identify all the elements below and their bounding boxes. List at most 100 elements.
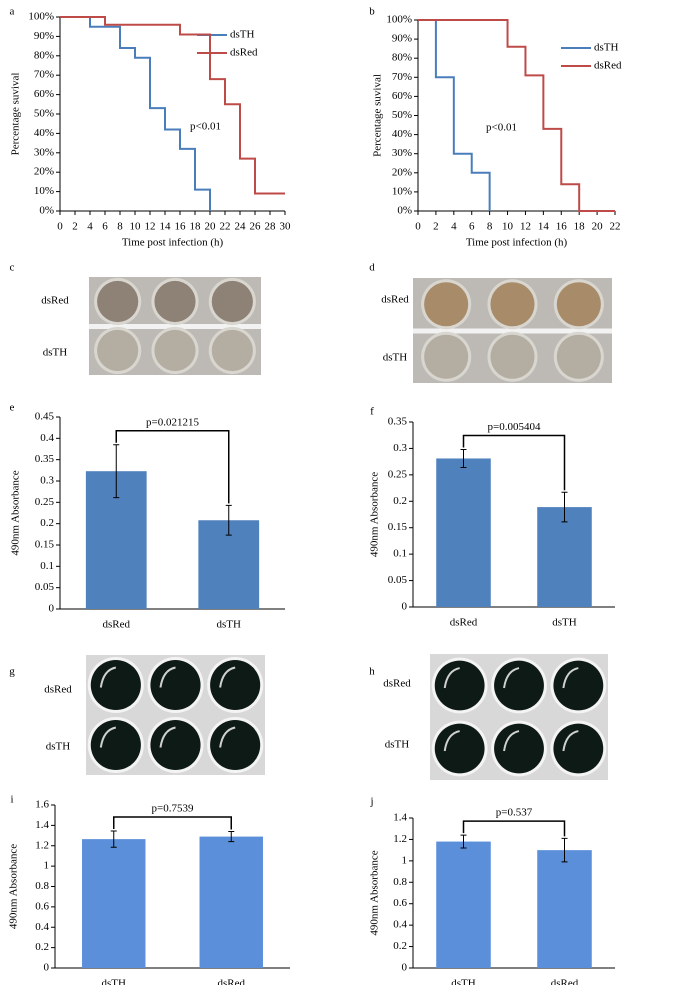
survival-line (60, 16, 285, 195)
well (97, 280, 139, 323)
well-reflection (159, 726, 176, 748)
x-tick-label: 2 (72, 221, 78, 233)
survival-line (418, 19, 615, 212)
y-tick-label: 10% (392, 185, 412, 197)
well (556, 282, 601, 327)
legend-label: dsRed (594, 60, 622, 72)
error-bar (460, 448, 467, 468)
row-label: dsRed (44, 684, 72, 696)
well-reflection (503, 730, 520, 752)
well-reflection (219, 726, 236, 748)
row-label: dsRed (381, 294, 409, 306)
y-tick-label: 0.2 (40, 517, 54, 529)
annotation: p=0.537 (496, 807, 533, 819)
photo-divider (89, 324, 261, 329)
y-tick-label: 0.1 (393, 548, 407, 560)
y-tick-label: 40% (34, 127, 54, 139)
y-tick-label: 1.4 (393, 812, 407, 824)
well (490, 334, 535, 379)
y-tick-label: 50% (34, 108, 54, 120)
x-tick-label: 16 (175, 221, 187, 233)
panel-letter: i (10, 794, 13, 806)
bar (436, 841, 491, 968)
well-reflection (159, 666, 176, 688)
y-tick-label: 60% (392, 90, 412, 102)
y-tick-label: 10% (34, 185, 54, 197)
x-tick-label: 0 (57, 221, 63, 233)
x-tick-label: dsTH (552, 617, 577, 629)
y-axis-title: Percentage suvival (10, 73, 22, 156)
significance-bracket (115, 429, 230, 504)
x-tick-label: dsRed (450, 617, 478, 629)
row-label: dsTH (383, 352, 408, 364)
bar (537, 850, 592, 968)
annotation: p=0.021215 (146, 416, 199, 428)
y-tick-label: 20% (392, 166, 412, 178)
y-tick-label: 40% (392, 128, 412, 140)
well (154, 280, 196, 323)
y-tick-label: 0.1 (40, 560, 54, 572)
x-tick-label: 20 (592, 221, 604, 233)
y-tick-label: 1.2 (393, 833, 407, 845)
panel-letter: h (369, 666, 375, 678)
y-tick-label: 1 (44, 860, 50, 872)
x-tick-label: 22 (220, 221, 231, 233)
well (154, 329, 196, 372)
error-bar (228, 830, 235, 843)
y-tick-label: 30% (34, 146, 54, 158)
y-tick-label: 0.6 (35, 900, 49, 912)
y-tick-label: 0.4 (35, 921, 49, 933)
y-tick-label: 30% (392, 147, 412, 159)
well-reflection (99, 666, 117, 688)
y-tick-label: 0.4 (40, 432, 54, 444)
legend-label: dsTH (230, 29, 255, 41)
y-tick-label: 0.35 (35, 453, 55, 465)
well-reflection (219, 666, 236, 688)
x-tick-label: dsRed (103, 619, 131, 631)
panel-letter: j (369, 796, 373, 808)
annotation: p=0.7539 (152, 803, 194, 815)
panel-letter: e (10, 402, 15, 414)
x-tick-label: 6 (102, 221, 108, 233)
x-tick-label: 18 (190, 221, 202, 233)
x-tick-label: 30 (280, 221, 292, 233)
y-axis-title: 490nm Absorbance (8, 844, 20, 929)
y-tick-label: 20% (34, 166, 54, 178)
y-tick-label: 1.2 (35, 839, 49, 851)
well-reflection (562, 730, 579, 752)
y-tick-label: 60% (34, 88, 54, 100)
well-reflection (99, 726, 117, 748)
y-tick-label: 0 (402, 601, 408, 613)
row-label: dsTH (46, 741, 71, 753)
x-tick-label: 0 (415, 221, 421, 233)
y-tick-label: 70% (392, 71, 412, 83)
well (434, 660, 485, 711)
error-bar (113, 444, 120, 499)
error-bar (225, 504, 232, 536)
error-bar (110, 830, 117, 848)
x-tick-label: 24 (235, 221, 247, 233)
well (210, 719, 261, 771)
y-tick-label: 0 (402, 962, 408, 974)
well (434, 723, 485, 774)
well (210, 659, 261, 711)
y-tick-label: 100% (28, 11, 54, 23)
y-tick-label: 90% (392, 33, 412, 45)
x-tick-label: 2 (433, 221, 439, 233)
photo-divider (413, 328, 612, 334)
x-tick-label: 12 (145, 221, 156, 233)
well-reflection (443, 730, 460, 752)
y-tick-label: 1.4 (35, 819, 49, 831)
error-bar (561, 491, 568, 523)
x-tick-label: 8 (487, 221, 493, 233)
y-tick-label: 100% (386, 14, 412, 26)
well (556, 334, 601, 379)
row-label: dsRed (383, 678, 411, 690)
y-axis-title: 490nm Absorbance (369, 472, 381, 557)
annotation: p<0.01 (486, 122, 517, 134)
well (150, 659, 201, 711)
x-tick-label: 10 (130, 221, 142, 233)
x-tick-label: dsRed (218, 978, 246, 985)
y-tick-label: 90% (34, 30, 54, 42)
y-tick-label: 0.15 (388, 521, 408, 533)
